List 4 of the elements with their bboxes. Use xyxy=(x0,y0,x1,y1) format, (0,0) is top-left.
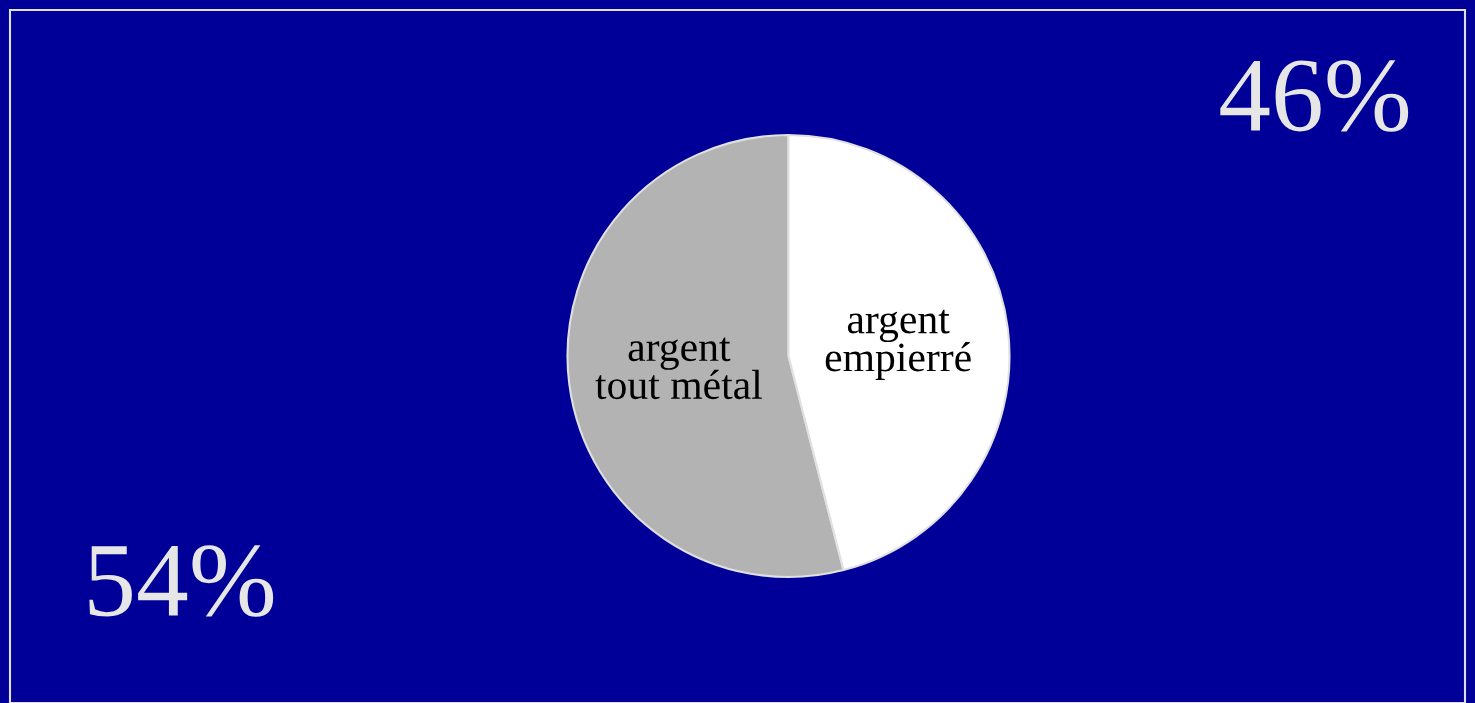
slice-label: argent empierré xyxy=(825,309,971,380)
data-label: 54% xyxy=(89,545,274,617)
slice-label: argent tout métal xyxy=(595,337,762,400)
data-label: 46% xyxy=(1220,60,1409,132)
